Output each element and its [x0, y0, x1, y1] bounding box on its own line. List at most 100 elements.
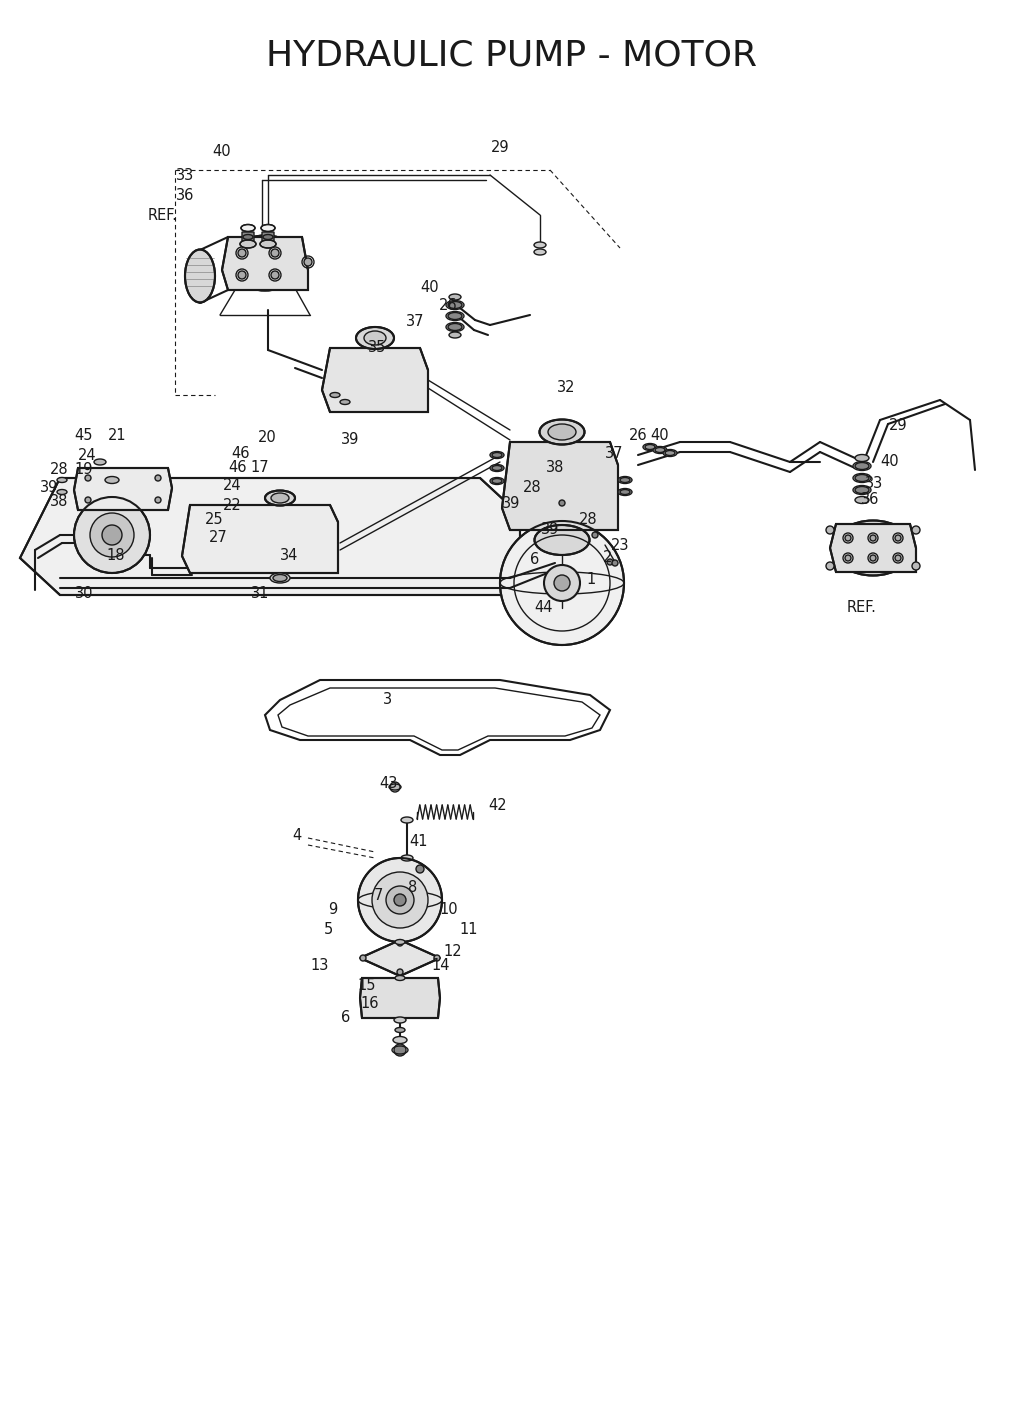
Text: 28: 28 [50, 462, 69, 477]
Ellipse shape [395, 975, 406, 980]
Ellipse shape [401, 817, 413, 823]
Polygon shape [20, 477, 520, 595]
Ellipse shape [240, 240, 256, 249]
Text: 40: 40 [650, 429, 670, 443]
Text: 4: 4 [293, 828, 302, 844]
Circle shape [397, 969, 403, 975]
Ellipse shape [548, 423, 575, 441]
Circle shape [612, 560, 618, 566]
Polygon shape [830, 524, 916, 573]
Circle shape [870, 534, 876, 541]
Circle shape [826, 526, 834, 534]
Text: 28: 28 [522, 480, 542, 496]
Ellipse shape [643, 443, 657, 450]
Circle shape [895, 556, 901, 561]
Ellipse shape [855, 475, 869, 482]
Circle shape [845, 534, 851, 541]
Text: 26: 26 [629, 429, 647, 443]
Text: 40: 40 [881, 455, 899, 469]
Ellipse shape [105, 476, 119, 483]
Text: 16: 16 [360, 996, 379, 1010]
Circle shape [870, 556, 876, 561]
Ellipse shape [855, 496, 869, 503]
Ellipse shape [535, 524, 590, 556]
Text: 7: 7 [374, 888, 383, 902]
Text: 45: 45 [75, 428, 93, 442]
Circle shape [416, 865, 424, 872]
Ellipse shape [271, 493, 289, 503]
Text: 34: 34 [280, 547, 298, 563]
FancyBboxPatch shape [262, 232, 274, 242]
Ellipse shape [356, 327, 394, 350]
Text: 10: 10 [439, 902, 459, 918]
Text: 38: 38 [50, 495, 69, 510]
Circle shape [912, 561, 920, 570]
Text: 9: 9 [329, 902, 338, 918]
Ellipse shape [243, 234, 253, 240]
Ellipse shape [449, 313, 462, 320]
Text: 46: 46 [231, 446, 250, 460]
Ellipse shape [645, 445, 655, 449]
Text: 25: 25 [205, 513, 223, 527]
Circle shape [434, 955, 440, 961]
Text: 28: 28 [579, 513, 597, 527]
Text: 20: 20 [258, 431, 276, 446]
Text: REF.: REF. [148, 207, 178, 223]
Text: 39: 39 [40, 480, 58, 496]
Ellipse shape [185, 250, 215, 303]
Text: 22: 22 [222, 497, 242, 513]
Circle shape [360, 955, 366, 961]
Ellipse shape [449, 301, 462, 308]
Text: 46: 46 [228, 460, 247, 476]
Ellipse shape [394, 1017, 406, 1023]
Ellipse shape [620, 477, 630, 483]
Text: 3: 3 [382, 692, 391, 708]
Ellipse shape [618, 476, 632, 483]
Circle shape [592, 531, 598, 539]
Polygon shape [182, 504, 338, 573]
Ellipse shape [492, 479, 502, 483]
Text: 27: 27 [209, 530, 227, 544]
Ellipse shape [57, 477, 67, 483]
Ellipse shape [446, 323, 464, 331]
FancyBboxPatch shape [242, 232, 254, 242]
Ellipse shape [534, 249, 546, 254]
Ellipse shape [241, 225, 255, 232]
Circle shape [390, 782, 400, 791]
Text: 13: 13 [311, 958, 329, 972]
Text: 18: 18 [106, 547, 125, 563]
Ellipse shape [492, 452, 502, 458]
Text: 35: 35 [368, 341, 386, 355]
Ellipse shape [833, 520, 913, 576]
Ellipse shape [330, 392, 340, 398]
Ellipse shape [534, 242, 546, 249]
Text: 39: 39 [541, 523, 559, 537]
Circle shape [895, 534, 901, 541]
Ellipse shape [620, 489, 630, 495]
Circle shape [238, 271, 246, 279]
Ellipse shape [490, 452, 504, 459]
Ellipse shape [855, 455, 869, 462]
Text: 40: 40 [213, 145, 231, 159]
Ellipse shape [663, 449, 677, 456]
Text: 36: 36 [861, 493, 880, 507]
Circle shape [155, 497, 161, 503]
Text: 19: 19 [75, 462, 93, 477]
Text: 12: 12 [443, 945, 462, 959]
Polygon shape [360, 978, 440, 1017]
Ellipse shape [395, 1027, 406, 1033]
Polygon shape [502, 442, 618, 530]
Text: 32: 32 [557, 381, 575, 395]
Circle shape [912, 526, 920, 534]
Circle shape [554, 576, 570, 591]
Text: 40: 40 [421, 280, 439, 296]
Text: 26: 26 [438, 297, 458, 313]
Circle shape [397, 941, 403, 946]
Text: 24: 24 [78, 448, 96, 462]
Text: 24: 24 [222, 477, 242, 493]
Text: 38: 38 [546, 460, 564, 476]
Text: 33: 33 [865, 476, 883, 490]
Text: 6: 6 [341, 1010, 350, 1026]
Circle shape [304, 259, 312, 266]
Polygon shape [360, 941, 440, 976]
